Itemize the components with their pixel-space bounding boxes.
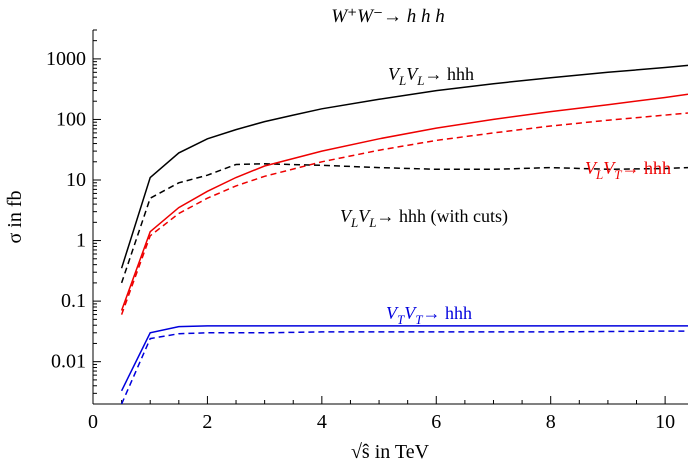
annotation-vtvt: VTVT→ hhh: [386, 303, 472, 327]
series-line-6: [120, 330, 688, 404]
series-lines: [120, 64, 688, 404]
y-tick-label: 1: [76, 230, 86, 252]
chart-title: W⁺W⁻→ h h h: [331, 6, 444, 27]
series-line-1: [120, 64, 688, 269]
y-tick-label: 0.01: [51, 351, 86, 373]
annotation-vlvt: VLVT→ hhh: [585, 158, 671, 182]
x-axis-label: √ŝ in TeV: [351, 441, 430, 463]
annotation-vlvl-cuts: VLVL→ hhh (with cuts): [340, 206, 508, 230]
plot-axes: [92, 30, 688, 405]
y-tick-label: 1000: [46, 48, 86, 70]
x-tick-label: 8: [546, 411, 556, 433]
x-tick-label: 10: [655, 411, 675, 433]
x-tick-label: 4: [317, 411, 327, 433]
y-tick-label: 100: [56, 108, 86, 130]
annotation-vlvl: VLVL→ hhh: [388, 64, 474, 88]
series-line-5: [120, 325, 688, 392]
chart-titles: W⁺W⁻→ h h h √ŝ in TeV σ in fb: [4, 6, 445, 463]
series-line-4: [120, 112, 688, 315]
x-tick-label: 6: [431, 411, 441, 433]
y-tick-label: 0.1: [61, 290, 86, 312]
x-tick-label: 2: [202, 411, 212, 433]
series-line-3: [120, 93, 688, 311]
y-tick-label: 10: [66, 169, 86, 191]
x-tick-label: 0: [88, 411, 98, 433]
axis-ticks: 0 2 4 6 8 10 0.01 0.1 1 10 100 1000: [46, 29, 675, 433]
series-line-2: [120, 163, 688, 284]
series-annotations: VLVL→ hhh VLVL→ hhh (with cuts) VLVT→ hhh V…: [340, 64, 671, 327]
y-axis-label: σ in fb: [4, 191, 26, 244]
